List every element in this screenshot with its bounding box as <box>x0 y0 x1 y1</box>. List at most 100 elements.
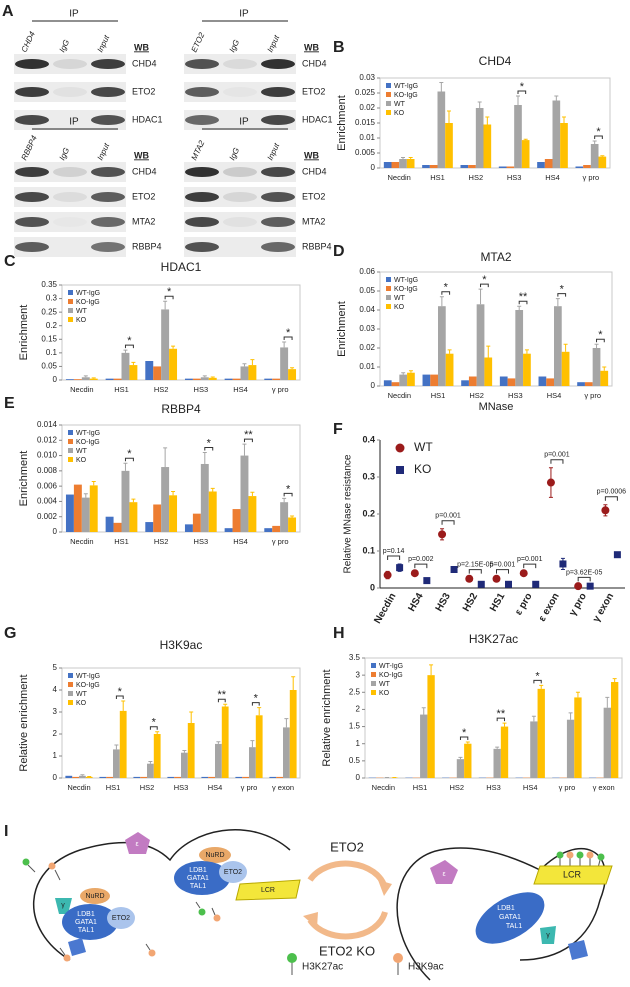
lane-label: IgG <box>58 38 72 54</box>
significance: * <box>520 81 525 93</box>
error-bar <box>202 375 207 378</box>
bar <box>113 378 122 380</box>
legend-label: KO <box>394 110 405 117</box>
legend-marker <box>393 953 403 963</box>
band <box>53 167 87 177</box>
significance-bracket <box>164 295 174 300</box>
error-bar <box>523 138 528 141</box>
ip-label: IP <box>69 9 79 20</box>
legend-swatch <box>386 92 391 97</box>
wb-label: WB <box>134 42 149 52</box>
legend-label: WT <box>76 448 88 455</box>
bar <box>153 734 161 778</box>
legend-label: WT <box>76 691 88 698</box>
band <box>15 192 49 202</box>
band-label: MTA2 <box>132 216 155 226</box>
bar <box>72 776 79 778</box>
significance: * <box>596 126 601 138</box>
error-bar <box>531 715 536 722</box>
band <box>185 87 219 97</box>
p-bracket <box>604 496 618 501</box>
bar <box>184 378 193 380</box>
panel-label: I <box>4 823 8 840</box>
bar <box>89 485 98 532</box>
bar <box>483 124 492 168</box>
error-bar <box>171 345 176 349</box>
significance: ** <box>519 291 528 303</box>
band <box>223 87 257 97</box>
y-tick-label: 0.01 <box>359 133 375 142</box>
significance-bracket <box>517 90 527 94</box>
y-tick-label: 0.2 <box>362 508 375 518</box>
complex-label: TAL1 <box>78 927 94 934</box>
error-bar <box>290 515 295 518</box>
y-tick-label: 0.3 <box>46 294 58 303</box>
bar <box>192 513 201 532</box>
error-bar <box>447 110 451 123</box>
bar <box>468 165 476 168</box>
bar <box>507 378 516 386</box>
bar <box>105 516 114 532</box>
significance-bracket <box>441 291 451 295</box>
band-label: HDAC1 <box>132 114 163 124</box>
error-bar <box>148 761 153 764</box>
y-axis-label: Relative enrichment <box>321 669 333 766</box>
significance: * <box>207 437 212 449</box>
bar <box>200 377 209 380</box>
legend-label: KO <box>76 700 87 707</box>
p-bracket <box>468 569 482 574</box>
bar <box>248 365 257 380</box>
y-tick-label: 0.025 <box>355 88 376 97</box>
y-tick-label: 3.5 <box>349 653 361 662</box>
bar <box>65 379 74 380</box>
y-tick-label: 2.5 <box>349 687 361 696</box>
bar <box>232 378 241 380</box>
error-bar <box>131 498 136 503</box>
error-bar <box>257 707 262 716</box>
bar <box>391 382 400 386</box>
significance-bracket <box>124 457 134 462</box>
complex-label: LDB1 <box>189 867 207 874</box>
y-axis-label: Enrichment <box>18 305 30 361</box>
chart-title: RBBP4 <box>161 402 201 416</box>
error-bar <box>421 707 426 715</box>
bar <box>498 166 507 168</box>
p-value: p=3.62E-05 <box>566 569 602 576</box>
band <box>91 59 125 69</box>
wb-label: WB <box>304 150 319 160</box>
bar <box>269 776 277 778</box>
x-tick-label: HS3 <box>507 173 522 182</box>
point <box>613 551 621 559</box>
x-tick-label: HS1 <box>430 173 445 182</box>
band-label: HDAC1 <box>302 114 333 124</box>
error-bar <box>539 684 544 689</box>
x-tick-label: Necdin <box>67 783 90 792</box>
y-tick-label: 3 <box>53 707 58 716</box>
legend-marker <box>396 466 404 474</box>
bar <box>420 714 428 778</box>
significance: * <box>286 327 291 339</box>
lane-label: Input <box>266 141 282 162</box>
bar <box>73 379 82 380</box>
x-tick-label: HS2 <box>469 173 484 182</box>
bar <box>242 776 249 778</box>
band <box>15 59 49 69</box>
significance: * <box>127 448 132 460</box>
lane-label: ETO2 <box>190 31 207 54</box>
error-bar <box>477 101 482 108</box>
eto2-label: ETO2 <box>224 869 242 876</box>
point <box>477 580 485 588</box>
point <box>586 582 594 590</box>
x-tick-label: HS3 <box>508 391 523 400</box>
bar <box>437 91 446 168</box>
bar <box>85 776 93 778</box>
y-tick-label: 0.01 <box>359 362 375 371</box>
significance-bracket <box>243 438 253 443</box>
band <box>261 115 295 125</box>
bar <box>248 496 257 532</box>
legend-label: H3K27ac <box>302 962 343 973</box>
blot-strip <box>184 212 296 232</box>
chart-title: H3K9ac <box>160 638 203 652</box>
bar <box>240 366 249 380</box>
error-bar <box>555 298 560 307</box>
